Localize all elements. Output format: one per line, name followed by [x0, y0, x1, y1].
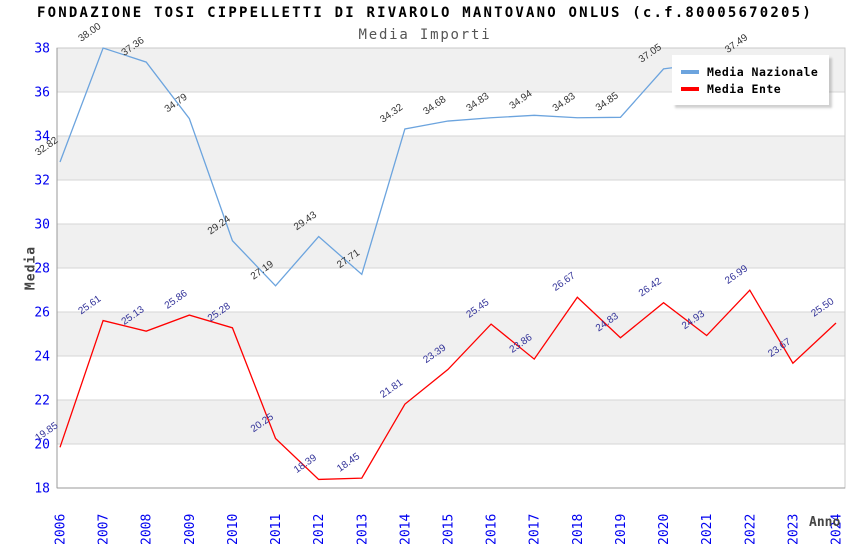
media-ente-line-icon	[681, 86, 699, 91]
point-label: 38.00	[77, 21, 104, 45]
x-tick-label: 2017	[528, 514, 543, 545]
x-tick-label: 2016	[485, 514, 500, 545]
legend-label: Media Ente	[707, 81, 782, 96]
x-tick-label: 2008	[140, 514, 155, 545]
point-label: 18.39	[292, 452, 319, 476]
x-tick-label: 2007	[97, 514, 112, 545]
x-tick-label: 2019	[614, 514, 629, 545]
y-tick-label: 22	[34, 394, 50, 409]
point-label: 26.67	[551, 270, 578, 294]
legend-item-media-ente: Media Ente	[681, 81, 818, 96]
chart-subtitle: Media Importi	[358, 27, 492, 43]
grid-band	[57, 312, 845, 356]
point-label: 26.42	[637, 276, 664, 300]
x-tick-label: 2009	[183, 514, 198, 545]
x-tick-label: 2018	[571, 514, 586, 545]
point-label: 34.32	[378, 102, 405, 126]
media-nazionale-line-icon	[681, 69, 699, 74]
legend-label: Media Nazionale	[707, 64, 819, 79]
point-label: 34.79	[163, 91, 190, 115]
x-tick-label: 2024	[830, 514, 845, 545]
legend-item-media-nazionale: Media Nazionale	[681, 64, 818, 79]
x-tick-label: 2012	[312, 514, 327, 545]
point-label: 25.86	[163, 288, 190, 312]
x-tick-label: 2006	[54, 514, 69, 545]
point-label: 34.85	[594, 90, 621, 114]
legend: Media Nazionale Media Ente	[672, 55, 830, 105]
series-line	[59, 289, 837, 481]
y-tick-label: 36	[34, 86, 50, 101]
y-tick-label: 20	[34, 438, 50, 453]
x-tick-label: 2010	[226, 514, 241, 545]
y-tick-label: 26	[34, 306, 50, 321]
point-label: 34.68	[421, 94, 448, 118]
series-line	[59, 47, 750, 287]
y-tick-label: 38	[34, 42, 50, 57]
x-tick-label: 2022	[743, 514, 758, 545]
x-tick-label: 2020	[657, 514, 672, 545]
y-tick-label: 32	[34, 174, 50, 189]
x-tick-label: 2014	[398, 514, 413, 545]
x-tick-label: 2021	[700, 514, 715, 545]
x-axis-title: Anno	[809, 515, 841, 530]
point-label: 18.45	[335, 451, 362, 475]
y-tick-label: 30	[34, 218, 50, 233]
x-tick-label: 2023	[786, 514, 801, 545]
y-tick-label: 34	[34, 130, 50, 145]
x-tick-label: 2015	[442, 514, 457, 545]
y-tick-label: 28	[34, 262, 50, 277]
x-tick-label: 2011	[269, 514, 284, 545]
point-label: 34.83	[551, 91, 578, 115]
grid-band	[57, 400, 845, 444]
point-label: 34.83	[465, 91, 492, 115]
chart-title: FONDAZIONE TOSI CIPPELLETTI DI RIVAROLO …	[37, 5, 813, 21]
y-tick-label: 18	[34, 482, 50, 497]
x-tick-label: 2013	[355, 514, 370, 545]
point-label: 21.81	[378, 377, 405, 401]
y-tick-label: 24	[34, 350, 50, 365]
grid-band	[57, 136, 845, 180]
grid-band	[57, 224, 845, 268]
